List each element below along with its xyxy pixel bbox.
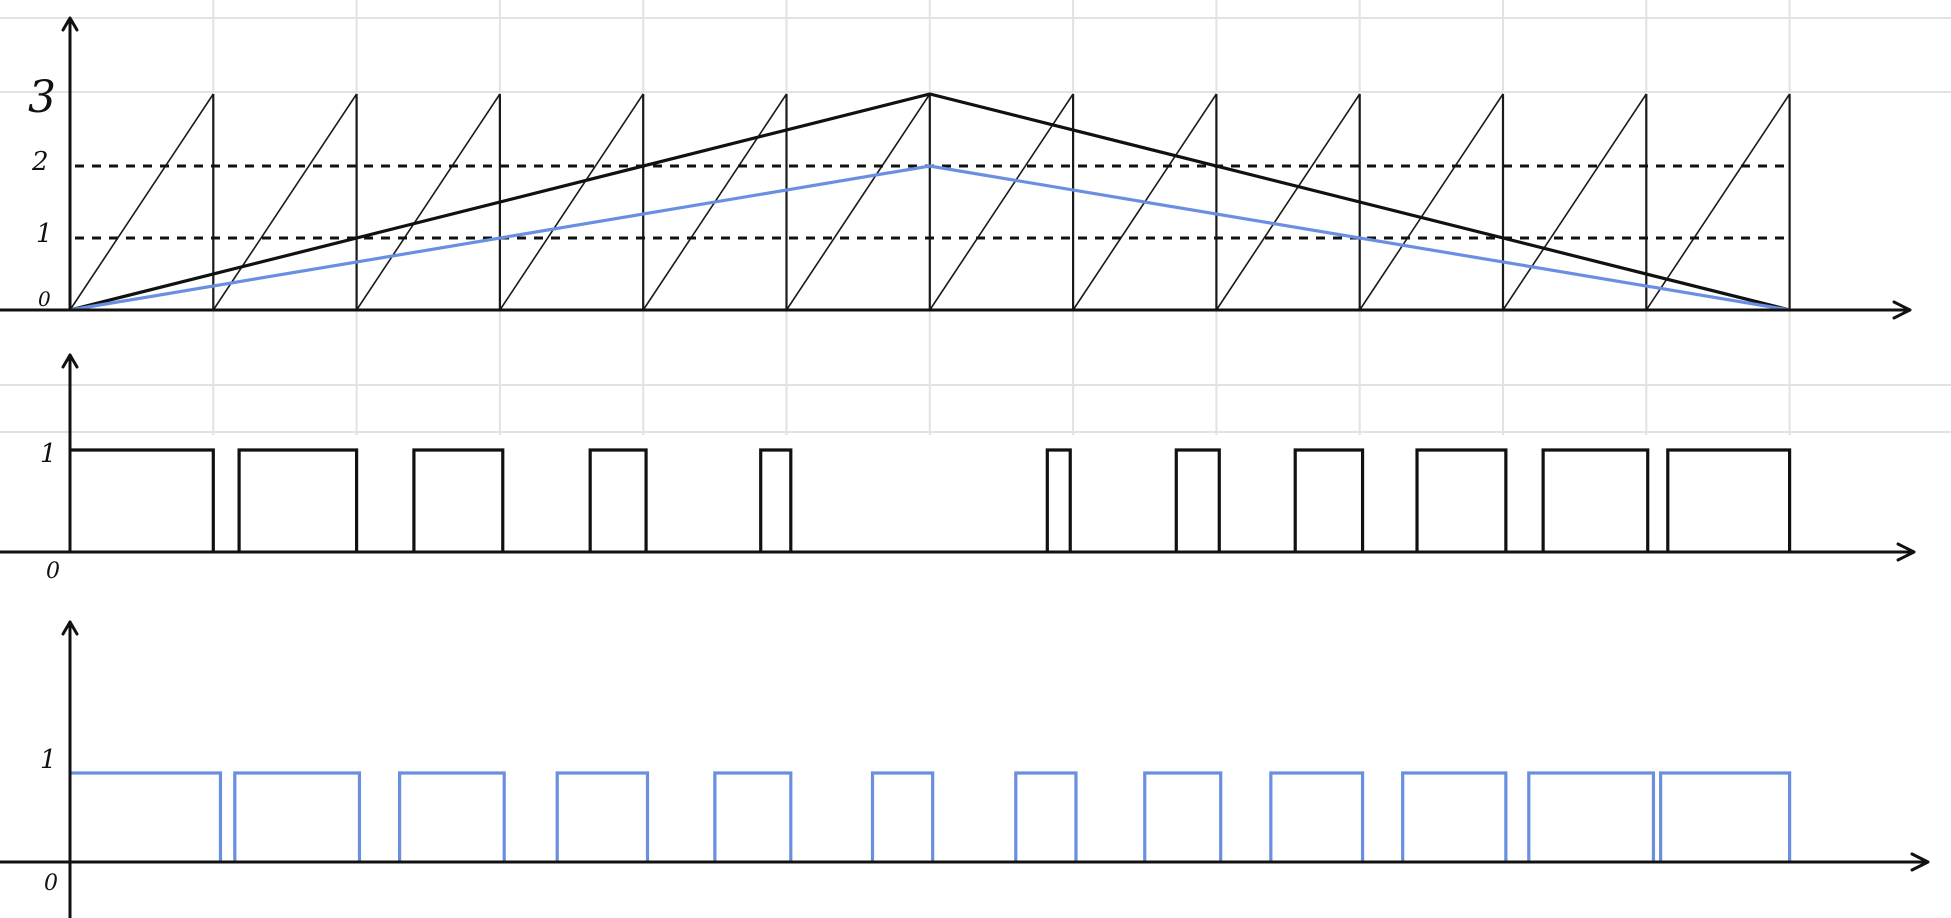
sawtooth-ramp — [1502, 93, 1647, 311]
middle-y-tick-label: 0 — [46, 559, 60, 584]
bottom-x-axis-arrow-icon — [1910, 852, 1930, 872]
middle-y-axis-arrow-icon — [61, 353, 79, 369]
top-y-tick-label: 2 — [31, 147, 49, 177]
sawtooth-ramp — [929, 93, 1074, 311]
middle-y-tick-label: 1 — [40, 439, 57, 469]
bottom-plot: 1 0 — [0, 620, 1930, 918]
top-x-axis-arrow-icon — [1892, 300, 1912, 320]
sawtooth-ramp — [212, 93, 358, 311]
bottom-y-axis-arrow-icon — [61, 620, 79, 636]
bottom-y-tick-label: 0 — [44, 871, 58, 896]
sawtooth-ramp — [355, 93, 501, 311]
sawtooth-ramp — [69, 93, 214, 311]
middle-plot: 1 0 — [0, 353, 1916, 584]
top-y-axis-arrow-icon — [61, 16, 79, 32]
background-grid — [0, 0, 1951, 435]
sawtooth-ramp — [1645, 93, 1791, 311]
blue-pwm-signal — [70, 771, 1792, 862]
top-y-tick-label: 1 — [36, 219, 53, 249]
top-y-tick-label: 3 — [28, 72, 56, 123]
sawtooth-ramp — [785, 93, 931, 311]
sawtooth-ramp — [1215, 93, 1361, 311]
black-pwm-signal — [70, 448, 1792, 552]
top-y-tick-label: 0 — [38, 287, 51, 311]
sawtooth-carrier — [69, 93, 1791, 311]
sawtooth-ramp — [1359, 93, 1504, 311]
black-reference-wave — [69, 92, 1790, 312]
bottom-y-tick-label: 1 — [40, 745, 57, 775]
threshold-lines — [75, 164, 1790, 240]
blue-reference-wave — [69, 164, 1790, 312]
sawtooth-ramp — [499, 93, 644, 311]
middle-x-axis-arrow-icon — [1896, 542, 1916, 562]
top-plot: 3 2 1 0 — [0, 16, 1912, 320]
